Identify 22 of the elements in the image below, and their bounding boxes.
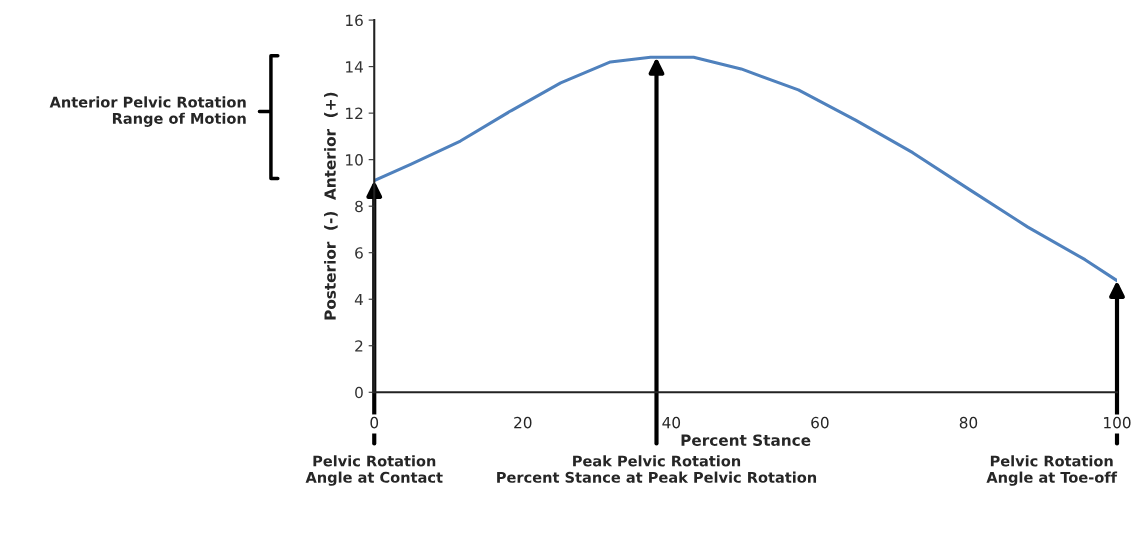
x-tick-label: 60 xyxy=(811,416,829,429)
y-tick-label: 14 xyxy=(346,61,363,73)
y-tick-label: 0 xyxy=(355,386,363,399)
x-tick-label: 100 xyxy=(1104,416,1131,429)
y-tick-label: 2 xyxy=(355,340,363,352)
text: Anterior Pelvic Rotation Range of Motion xyxy=(49,96,246,127)
y-tick-label: 6 xyxy=(355,247,363,259)
y-tick-label: 8 xyxy=(355,200,363,213)
x-tick-label: 0 xyxy=(370,416,379,429)
line-series xyxy=(374,55,1117,283)
y-axis-title: Posterior (-) Anterior (+) xyxy=(324,92,338,320)
annotation: Pelvic Rotation Angle at Toe-off xyxy=(986,455,1118,486)
y-tick-label: 16 xyxy=(346,14,363,27)
y-tick-label: 10 xyxy=(346,154,363,166)
x-axis-title: Percent Stance xyxy=(681,434,811,446)
x-tick-label: 40 xyxy=(662,416,681,429)
annotation: Pelvic Rotation Angle at Contact xyxy=(305,455,443,486)
y-tick-label: 12 xyxy=(346,107,363,119)
y-tick-label: 4 xyxy=(354,293,363,306)
x-tick-label: 20 xyxy=(514,416,532,429)
x-tick-label: 80 xyxy=(959,416,978,429)
annotation: Peak Pelvic Rotation Percent Stance at Peak Pelvic Rotation xyxy=(497,455,817,483)
